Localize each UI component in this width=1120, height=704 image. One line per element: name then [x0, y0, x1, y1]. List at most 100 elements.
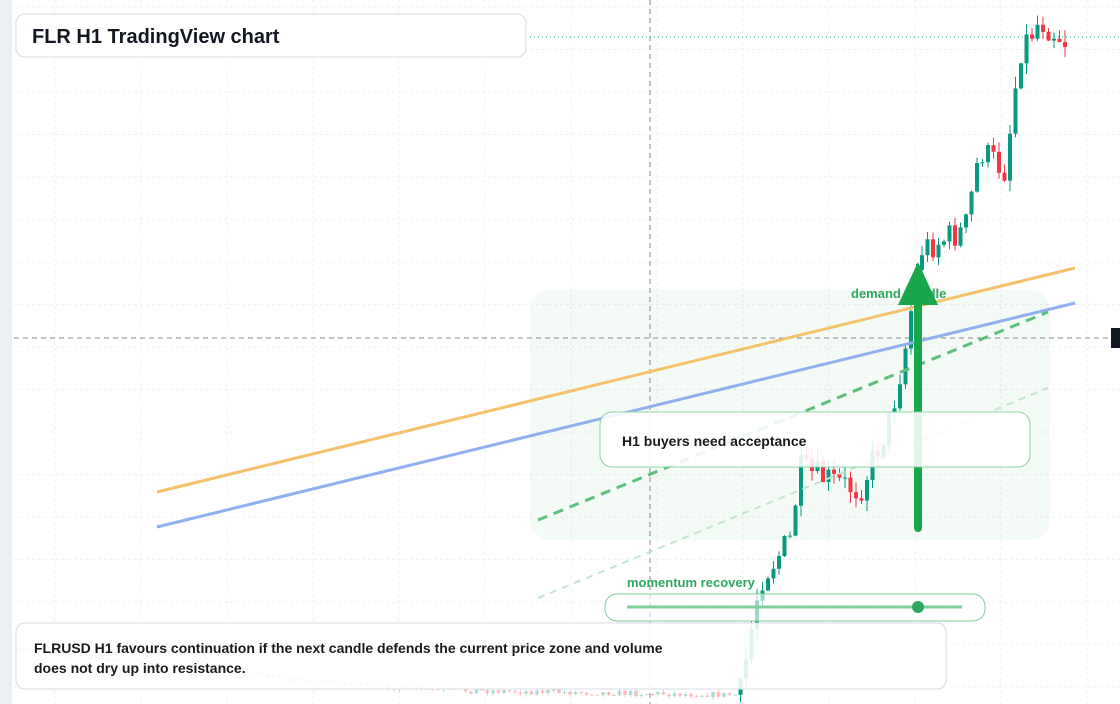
candle-body: [557, 689, 561, 693]
candle-body: [683, 694, 688, 696]
candle-body: [936, 244, 941, 258]
candle-body: [623, 690, 627, 695]
candle-body: [645, 694, 649, 696]
candle-body: [1041, 24, 1045, 32]
candle-body: [513, 691, 517, 693]
candle-body: [942, 241, 946, 245]
side-bar: [0, 0, 12, 704]
candle-body: [821, 461, 825, 482]
candle-body: [579, 691, 583, 693]
candle-body: [1035, 24, 1040, 39]
candle-body: [1057, 38, 1062, 43]
candle-body: [832, 469, 836, 474]
candle-body: [980, 162, 985, 164]
candle-body: [925, 239, 930, 256]
candle-body: [771, 568, 776, 579]
candle-body: [573, 691, 578, 695]
candle-body: [590, 694, 594, 696]
candle-body: [540, 690, 545, 694]
candle-body: [1013, 88, 1018, 134]
candle-body: [920, 255, 924, 270]
candle-body: [568, 691, 572, 695]
momentum-label: momentum recovery: [627, 575, 756, 590]
candle-body: [793, 505, 798, 536]
candle-body: [969, 191, 974, 215]
candle-body: [964, 214, 968, 228]
candle-body: [650, 694, 655, 696]
candle-body: [1046, 31, 1051, 41]
candle-body: [727, 692, 732, 696]
candle-body: [491, 690, 495, 694]
candle-body: [1019, 63, 1023, 89]
candle-body: [551, 689, 556, 691]
candle-body: [859, 498, 864, 501]
candle-body: [694, 696, 699, 698]
title-box: [15, 13, 527, 58]
candle-body: [947, 225, 952, 242]
candle-body: [1002, 172, 1007, 181]
candle-body: [667, 694, 671, 697]
candle-body: [705, 695, 710, 698]
candle-body: [612, 695, 616, 697]
candle-body: [865, 480, 869, 501]
title: FLR H1 TradingView chart: [32, 26, 280, 48]
candle-body: [601, 692, 605, 696]
candle-body: [1030, 34, 1034, 39]
callout-text: H1 buyers need acceptance: [622, 433, 807, 449]
candle-body: [584, 692, 589, 695]
candle-body: [518, 692, 523, 694]
candle-body: [898, 384, 902, 409]
candle-body: [711, 692, 715, 698]
candle-body: [661, 692, 666, 695]
candle-body: [678, 693, 682, 696]
candle-body: [480, 689, 484, 691]
candle-body: [507, 690, 512, 692]
note-line: FLRUSD H1 favours continuation if the ne…: [34, 640, 663, 656]
candle-body: [606, 692, 611, 696]
candle-body: [496, 690, 501, 693]
candle-body: [788, 535, 792, 537]
candle-body: [986, 145, 990, 163]
candle-body: [700, 695, 704, 697]
candle-body: [837, 473, 842, 478]
candle-body: [975, 163, 979, 192]
candle-body: [991, 145, 996, 152]
candle-body: [502, 690, 506, 693]
candle-body: [716, 692, 721, 697]
candle-body: [524, 691, 528, 694]
candle-body: [997, 151, 1001, 173]
note-box: [15, 622, 947, 690]
candle-body: [953, 225, 957, 246]
candle-body: [562, 691, 567, 693]
note-line: does not dry up into resistance.: [34, 660, 246, 676]
momentum-dot: [912, 601, 924, 613]
candle-body: [766, 578, 770, 591]
candle-body: [628, 690, 633, 695]
candle-body: [474, 689, 479, 694]
arrow-head: [898, 262, 938, 305]
candle-body: [733, 694, 737, 696]
candle-body: [595, 694, 600, 696]
candle-body: [639, 695, 644, 697]
callout-box: [599, 411, 1031, 468]
candle-body: [1052, 38, 1056, 41]
candle-body: [826, 469, 831, 482]
candle-body: [782, 535, 787, 557]
candle-body: [958, 227, 963, 246]
candle-body: [672, 693, 677, 697]
candle-body: [546, 690, 550, 694]
price-tag: [1111, 328, 1120, 348]
candle-body: [529, 691, 534, 695]
candle-body: [848, 477, 853, 493]
candle-body: [843, 477, 847, 479]
candle-body: [892, 408, 897, 414]
candle-body: [469, 691, 473, 694]
candle-body: [689, 694, 693, 697]
candle-body: [722, 692, 726, 697]
candle-body: [656, 692, 660, 695]
candle-body: [799, 455, 803, 506]
candle-body: [463, 688, 468, 692]
candle-body: [909, 311, 913, 349]
